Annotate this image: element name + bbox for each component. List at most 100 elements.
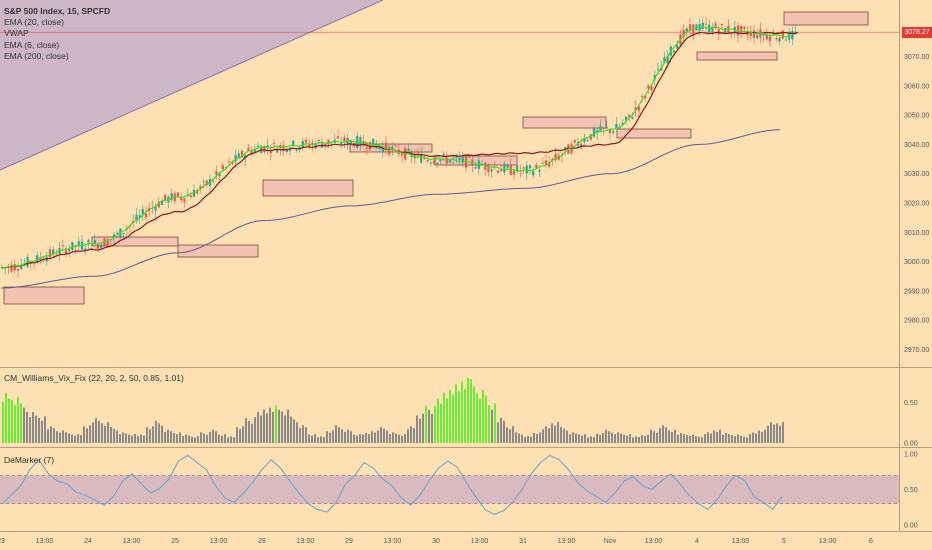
last-price-badge: 3078.27	[902, 26, 932, 38]
candle-body	[135, 214, 138, 221]
vix-fix-bar	[626, 435, 628, 443]
candle-body	[429, 162, 432, 164]
time-tick-label: 25	[171, 538, 179, 545]
vix-fix-bar	[482, 389, 484, 443]
candle-body	[311, 142, 314, 145]
candle-body	[400, 153, 404, 156]
demarker-legend[interactable]: DeMarker (7)	[4, 455, 55, 465]
vix-fix-bar	[119, 434, 121, 443]
vix-fix-bar	[341, 429, 343, 443]
vix-fix-bar	[725, 432, 727, 443]
vix-fix-bar	[467, 377, 469, 443]
candle-body	[512, 171, 516, 175]
candle-body	[394, 145, 397, 147]
vix-fix-bar	[257, 412, 259, 443]
vix-fix-bar	[311, 435, 313, 443]
vix-fix-bar	[68, 433, 70, 443]
candle-body	[218, 172, 221, 177]
candle-body	[580, 143, 583, 147]
vix-fix-bar	[542, 429, 544, 443]
time-tick-label: 13:00	[384, 538, 402, 545]
candle-body	[525, 165, 528, 174]
vix-fix-bar	[533, 432, 535, 443]
candle-body	[266, 145, 269, 149]
price-tick-label: 3010.00	[904, 230, 929, 237]
ema-200-line	[0, 129, 780, 289]
candle-body	[666, 56, 669, 63]
candle-body	[698, 24, 701, 32]
vix-fix-bar	[746, 437, 748, 443]
legend-ema200[interactable]: EMA (200, close)	[4, 50, 69, 61]
vix-fix-bar	[80, 435, 82, 443]
vix-fix-bar	[107, 422, 109, 443]
candle-body	[96, 243, 100, 249]
vix-fix-bar	[602, 432, 604, 443]
vix-fix-bar	[611, 432, 613, 443]
vix-fix-bar	[665, 427, 667, 443]
candle-body	[84, 248, 87, 251]
vix-fix-bar	[479, 398, 481, 443]
candle-body	[13, 264, 16, 271]
legend-ema20[interactable]: EMA (20, close)	[4, 17, 64, 28]
vix-fix-bar	[704, 434, 706, 443]
vix-fix-bar	[41, 420, 43, 443]
vix-fix-bar	[485, 395, 487, 443]
candle-body	[644, 95, 647, 99]
candle-body	[500, 169, 503, 172]
symbol-title[interactable]: S&P 500 Index, 15, SPCFD	[4, 6, 111, 16]
legend-vwap[interactable]: VWAP	[4, 28, 29, 39]
vix-fix-bar	[473, 386, 475, 443]
vix-fix-bar	[314, 434, 316, 443]
candle-body	[471, 159, 474, 166]
candle-body	[183, 198, 186, 202]
vix-fix-bar	[134, 434, 136, 443]
vix-fix-bar	[56, 431, 58, 443]
vix-fix-bar	[287, 409, 289, 443]
vix-fix-bar	[224, 434, 226, 443]
vix-fix-bar	[47, 429, 49, 443]
candle-body	[42, 260, 45, 262]
demarker-axis-label: 0.50	[904, 487, 918, 494]
vix-fix-bar	[608, 431, 610, 443]
vix-fix-bar	[383, 428, 385, 443]
time-tick-label: 29	[345, 538, 353, 545]
candle-body	[778, 37, 781, 42]
candle-body	[541, 163, 544, 164]
vix-fix-bar	[104, 425, 106, 443]
candle-body	[106, 239, 109, 246]
vix-fix-bar	[422, 413, 424, 443]
candle-body	[439, 158, 442, 162]
candle-body	[103, 238, 106, 247]
candle-body	[221, 165, 224, 170]
vix-fix-legend[interactable]: CM_Williams_Vix_Fix (22, 20, 2, 50, 0.85…	[4, 373, 184, 383]
vix-fix-bar	[464, 389, 466, 443]
vix-fix-bar	[581, 435, 583, 443]
time-tick-label: 4	[695, 538, 699, 545]
time-tick-label: 24	[84, 538, 92, 545]
candle-body	[324, 143, 327, 146]
vix-fix-bar	[329, 432, 331, 443]
candle-body	[61, 245, 64, 246]
vix-fix-bar	[683, 434, 685, 443]
vix-fix-bar	[764, 429, 766, 443]
legend-ema6[interactable]: EMA (6, close)	[4, 39, 60, 50]
vix-fix-bar	[146, 427, 148, 443]
vix-fix-bar	[185, 434, 187, 443]
candle-body	[688, 24, 692, 32]
candle-body	[138, 215, 141, 218]
vix-fix-bar	[530, 436, 532, 443]
vix-fix-bar	[722, 434, 724, 443]
vix-fix-bar	[95, 417, 97, 443]
vix-fix-bar	[680, 432, 682, 443]
vix-fix-bar	[296, 422, 298, 443]
vix-fix-bar	[407, 429, 409, 443]
vix-fix-bar	[446, 398, 448, 443]
candle-body	[436, 163, 439, 165]
vix-fix-bar	[596, 433, 598, 443]
vix-fix-bar	[215, 431, 217, 443]
vix-fix-bar	[35, 415, 37, 443]
vix-fix-bar	[695, 435, 697, 443]
vix-fix-bar	[557, 422, 559, 443]
vix-fix-bar	[365, 432, 367, 443]
